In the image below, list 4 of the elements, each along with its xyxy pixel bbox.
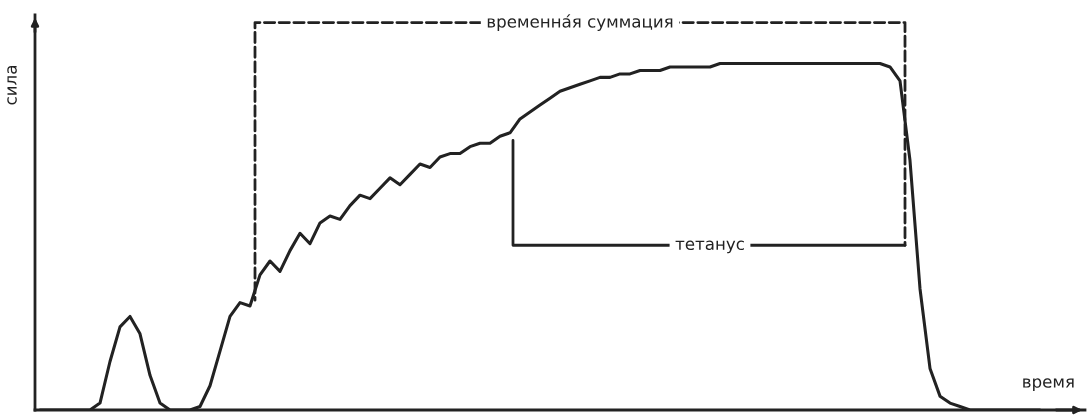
text: временна́я суммация [487, 14, 673, 31]
annotation: тетанус [675, 240, 744, 254]
x-axis-title: время [1023, 378, 1074, 392]
y-axis-title: сила [7, 66, 17, 105]
